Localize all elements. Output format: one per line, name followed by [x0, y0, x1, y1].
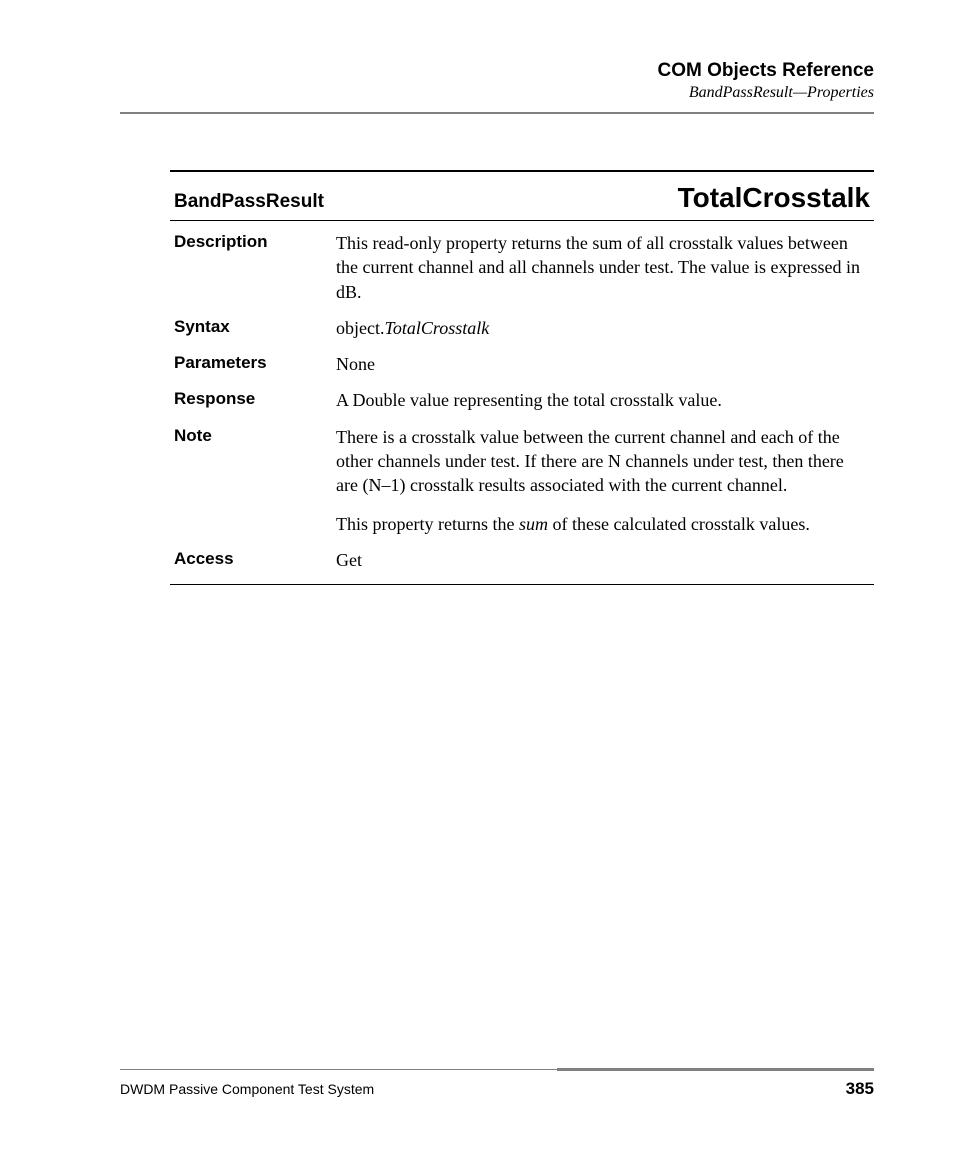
value-description: This read-only property returns the sum …	[336, 231, 870, 304]
note-main: There is a crosstalk value between the c…	[336, 425, 870, 498]
syntax-italic: TotalCrosstalk	[384, 318, 489, 338]
label-description: Description	[174, 231, 336, 252]
footer-rule-thick	[557, 1068, 874, 1071]
label-note: Note	[174, 425, 336, 446]
document-page: COM Objects Reference BandPassResult—Pro…	[0, 0, 954, 1159]
row-description: Description This read-only property retu…	[174, 225, 870, 310]
value-response: A Double value representing the total cr…	[336, 388, 870, 412]
label-response: Response	[174, 388, 336, 409]
syntax-prefix: object.	[336, 318, 384, 338]
note-extra-prefix: This property returns the	[336, 514, 519, 534]
table-bottom-rule	[170, 584, 874, 585]
footer-text: DWDM Passive Component Test System	[120, 1081, 374, 1097]
footer-line: DWDM Passive Component Test System 385	[120, 1079, 874, 1099]
note-extra-suffix: of these calculated crosstalk values.	[548, 514, 810, 534]
value-note: There is a crosstalk value between the c…	[336, 425, 870, 536]
note-extra: This property returns the sum of these c…	[336, 512, 870, 536]
label-access: Access	[174, 548, 336, 569]
row-response: Response A Double value representing the…	[174, 382, 870, 418]
header-title: COM Objects Reference	[120, 60, 874, 82]
table-body: Description This read-only property retu…	[170, 221, 874, 584]
label-parameters: Parameters	[174, 352, 336, 373]
row-access: Access Get	[174, 542, 870, 578]
page-footer: DWDM Passive Component Test System 385	[120, 1068, 874, 1099]
header-subtitle: BandPassResult—Properties	[120, 84, 874, 102]
row-note: Note There is a crosstalk value between …	[174, 419, 870, 542]
row-syntax: Syntax object.TotalCrosstalk	[174, 310, 870, 346]
property-name: TotalCrosstalk	[678, 182, 870, 214]
footer-rule	[120, 1068, 874, 1071]
table-title-row: BandPassResult TotalCrosstalk	[170, 172, 874, 220]
header-rule	[120, 112, 874, 114]
value-parameters: None	[336, 352, 870, 376]
label-syntax: Syntax	[174, 316, 336, 337]
footer-rule-thin	[120, 1069, 557, 1070]
value-access: Get	[336, 548, 870, 572]
page-header: COM Objects Reference BandPassResult—Pro…	[120, 60, 874, 114]
row-parameters: Parameters None	[174, 346, 870, 382]
object-name: BandPassResult	[174, 191, 324, 213]
note-extra-italic: sum	[519, 514, 548, 534]
footer-page-number: 385	[846, 1079, 874, 1099]
reference-table: BandPassResult TotalCrosstalk Descriptio…	[170, 170, 874, 585]
value-syntax: object.TotalCrosstalk	[336, 316, 870, 340]
